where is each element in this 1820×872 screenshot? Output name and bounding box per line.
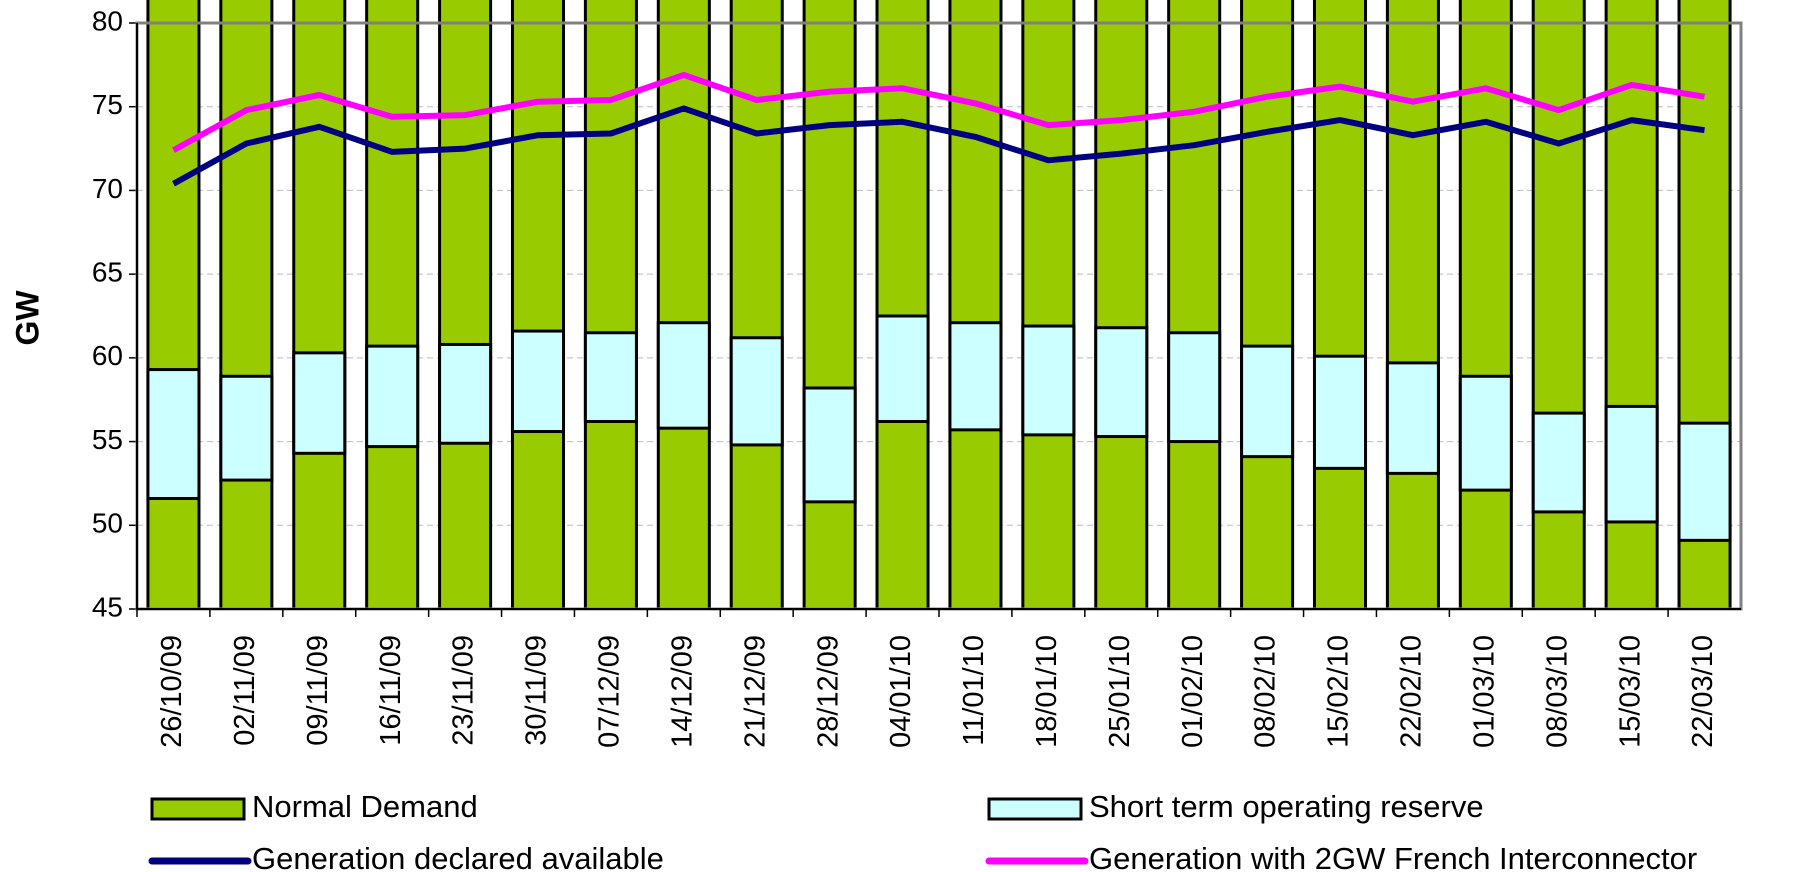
legend-swatch [987, 797, 1083, 821]
bar [1021, 324, 1076, 437]
x-tick-label: 08/02/10 [1250, 635, 1282, 748]
bar [1240, 344, 1295, 459]
bar [1385, 0, 1440, 611]
bar [146, 368, 201, 500]
legend-label: Generation declared available [252, 841, 664, 872]
bar [292, 351, 347, 455]
y-tick-label: 60 [92, 340, 123, 371]
legend-label: Generation with 2GW French Interconnecto… [1089, 841, 1697, 872]
x-tick-label: 01/03/10 [1468, 635, 1500, 748]
y-tick-label: 75 [92, 89, 123, 120]
y-tick-label: 50 [92, 508, 123, 539]
x-tick-label: 26/10/09 [156, 635, 188, 748]
x-tick-label: 30/11/09 [521, 635, 553, 746]
bar [583, 331, 638, 423]
bar [438, 0, 493, 611]
bar [510, 329, 566, 434]
bar [1312, 0, 1368, 611]
x-tick-label: 08/03/10 [1541, 635, 1573, 748]
x-tick-label: 07/12/09 [594, 635, 626, 748]
bar [1312, 354, 1368, 470]
bar [1604, 404, 1659, 524]
bar [875, 314, 930, 423]
bar [948, 321, 1003, 432]
x-tick-label: 04/01/10 [885, 635, 917, 748]
bar [1531, 411, 1586, 514]
x-tick-label: 02/11/09 [229, 635, 261, 746]
x-tick-label: 22/02/10 [1396, 635, 1428, 748]
y-tick-label: 65 [92, 257, 123, 288]
legend-label: Normal Demand [252, 789, 478, 824]
bar [1094, 326, 1149, 439]
bar [1167, 331, 1222, 444]
y-tick-label: 45 [92, 591, 123, 622]
line-series [172, 71, 1705, 153]
bar [1094, 0, 1149, 611]
bar [1458, 374, 1513, 492]
bar [729, 336, 784, 447]
y-axis-label: GW [9, 290, 45, 346]
bar [656, 321, 711, 430]
legend-swatch [150, 797, 246, 821]
bar [292, 0, 347, 611]
x-tick-label: 09/11/09 [302, 635, 334, 746]
line-series [172, 105, 1705, 187]
bar [948, 0, 1003, 611]
x-tick-label: 28/12/09 [812, 635, 844, 748]
x-tick-label: 15/02/10 [1323, 635, 1355, 748]
bar [510, 0, 566, 611]
x-tick-label: 23/11/09 [448, 635, 480, 746]
bar [219, 374, 274, 482]
bar [1531, 0, 1586, 611]
bar [1677, 421, 1732, 542]
x-tick-label: 22/03/10 [1687, 635, 1719, 748]
bar [1385, 361, 1440, 475]
bar [1458, 0, 1513, 611]
x-tick-label: 14/12/09 [666, 635, 698, 748]
legend-label: Short term operating reserve [1089, 789, 1484, 824]
x-tick-label: 16/11/09 [375, 635, 407, 746]
x-tick-label: 18/01/10 [1031, 635, 1063, 748]
y-tick-label: 55 [92, 424, 123, 455]
bar [146, 0, 201, 611]
bar [219, 0, 274, 611]
bar [1167, 0, 1222, 611]
x-tick-label: 15/03/10 [1614, 635, 1646, 748]
x-tick-label: 21/12/09 [739, 635, 771, 748]
bar [656, 0, 711, 611]
bar [365, 344, 420, 449]
bar [438, 342, 493, 445]
bar [802, 0, 857, 611]
y-tick-label: 70 [92, 173, 123, 204]
x-tick-label: 25/01/10 [1104, 635, 1136, 748]
x-tick-label: 11/01/10 [958, 635, 990, 746]
bar [1021, 0, 1076, 611]
y-tick-label: 80 [92, 5, 123, 36]
bar [365, 0, 420, 611]
x-tick-label: 01/02/10 [1177, 635, 1209, 748]
bar [802, 386, 857, 504]
